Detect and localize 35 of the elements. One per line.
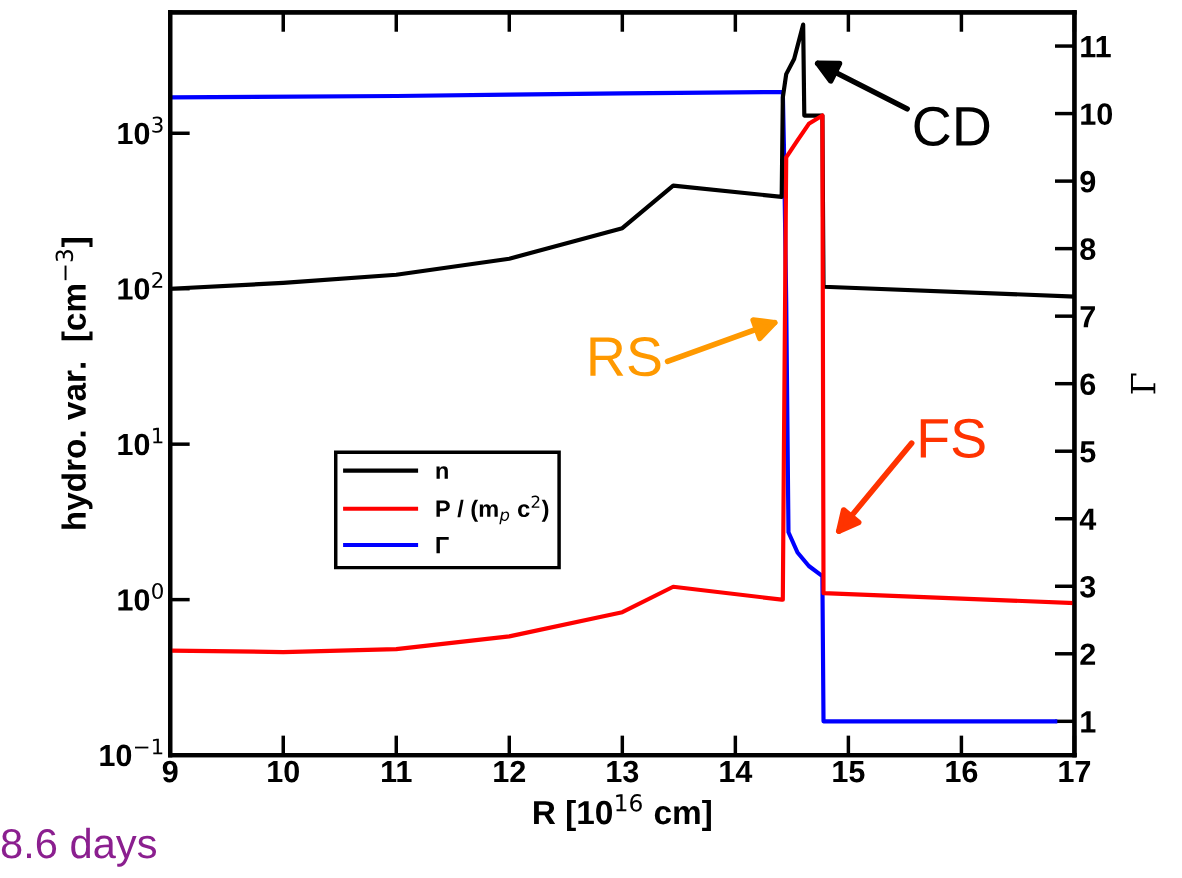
legend-label: P / (m$_{p}$ c$^{2}$) xyxy=(436,495,549,525)
y-tick-label: 10$^{2}$ xyxy=(118,271,163,300)
y2-tick-label: 4 xyxy=(1079,508,1097,530)
y2-tick-label: 10 xyxy=(1081,103,1113,125)
y2-tick-label: 8 xyxy=(1080,238,1096,261)
annotation: RS xyxy=(590,336,661,377)
annotation: CD xyxy=(914,106,990,147)
y-tick-label: 10$^{0}$ xyxy=(118,582,163,611)
x-tick-label: 12 xyxy=(494,760,526,783)
annotation: FS xyxy=(920,418,985,459)
y2-axis-title: Γ xyxy=(1130,373,1156,394)
y-tick-label: 10$^{1}$ xyxy=(118,427,163,456)
y2-tick-label: 1 xyxy=(1081,711,1096,733)
x-tick-label: 17 xyxy=(1059,761,1091,783)
text: 8.6 days xyxy=(1,827,157,867)
x-tick-label: 16 xyxy=(946,760,978,783)
x-tick-label: 13 xyxy=(607,760,639,783)
y2-tick-label: 9 xyxy=(1080,170,1096,193)
y-tick-label: 10$^{3}$ xyxy=(118,116,163,145)
legend-label: Γ xyxy=(436,537,449,554)
y2-tick-label: 11 xyxy=(1081,36,1111,58)
y2-tick-label: 2 xyxy=(1080,643,1096,665)
y-tick-label: 10$^{−1}$ xyxy=(100,738,163,767)
y2-tick-label: 3 xyxy=(1080,576,1096,598)
y2-tick-label: 7 xyxy=(1080,306,1095,328)
x-tick-label: 11 xyxy=(382,761,412,783)
x-tick-label: 10 xyxy=(268,760,299,783)
x-tick-label: 14 xyxy=(720,761,753,783)
y2-tick-label: 6 xyxy=(1080,373,1096,396)
legend-label: n xyxy=(436,466,448,479)
y-axis-title: hydro. var. [cm$^{−3}$] xyxy=(55,238,93,529)
x-axis-title: R [10$^{16}$ cm] xyxy=(534,793,711,831)
y2-tick-label: 5 xyxy=(1080,441,1096,463)
x-tick-label: 15 xyxy=(833,761,865,783)
x-tick-label: 9 xyxy=(162,760,178,783)
